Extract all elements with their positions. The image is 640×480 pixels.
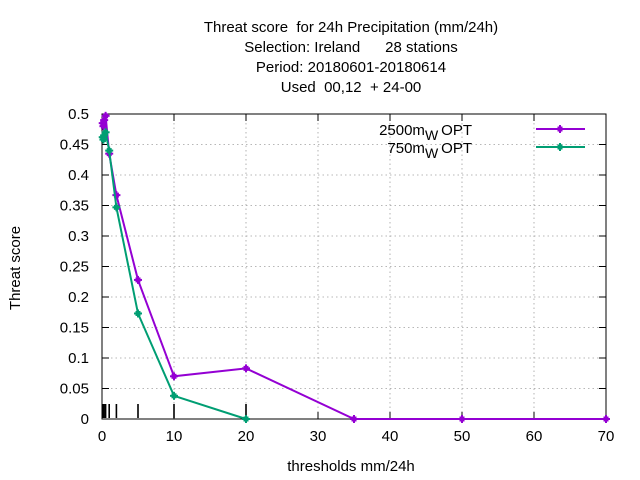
y-tick-label: 0: [81, 411, 89, 428]
x-tick-label: 50: [454, 428, 471, 445]
data-point: [101, 128, 110, 137]
legend-suffix: OPT: [441, 122, 472, 139]
data-point: [170, 391, 178, 400]
title-line: Used 00,12 + 24-00: [281, 79, 422, 96]
legend-suffix: OPT: [441, 140, 472, 157]
y-tick-label: 0.35: [60, 198, 89, 215]
chart-title: Threat score for 24h Precipitation (mm/2…: [204, 19, 498, 96]
legend-label: 2500mW OPT: [379, 122, 472, 143]
x-tick-label: 0: [98, 428, 106, 445]
legend-name: 2500m: [379, 122, 425, 139]
data-point: [242, 415, 250, 423]
data-point: [170, 372, 178, 381]
data-point: [242, 364, 250, 373]
y-tick-label: 0.45: [60, 137, 89, 154]
y-tick-label: 0.15: [60, 320, 89, 337]
x-tick-label: 30: [310, 428, 327, 445]
y-tick-label: 0.25: [60, 259, 89, 276]
x-tick-label: 20: [238, 428, 255, 445]
legend-subscript: W: [425, 127, 439, 143]
axis-ticks: 0 0.05 0.1 0.15 0.2 0.25 0.3 0.35 0.4 0.45 0.5 0 10 2…: [60, 106, 615, 445]
x-tick-label: 40: [382, 428, 399, 445]
threshold-marks: [101, 404, 247, 418]
legend-name: 750m: [387, 140, 425, 157]
y-tick-label: 0.2: [68, 289, 89, 306]
title-line: Selection: Ireland 28 stations: [244, 39, 457, 56]
y-tick-label: 0.1: [68, 350, 89, 367]
x-tick-label: 60: [526, 428, 543, 445]
y-tick-label: 0.5: [68, 106, 89, 123]
data-point: [112, 203, 121, 212]
data-point: [602, 415, 610, 423]
title-line: Period: 20180601-20180614: [256, 59, 446, 76]
x-axis-label: thresholds mm/24h: [287, 458, 415, 475]
title-line: Threat score for 24h Precipitation (mm/2…: [204, 19, 498, 36]
y-tick-label: 0.4: [68, 167, 89, 184]
series-lines: [98, 111, 610, 423]
x-tick-label: 10: [166, 428, 183, 445]
data-point: [112, 191, 121, 200]
series-line-2500m: [101, 115, 606, 420]
data-point: [105, 146, 114, 155]
y-tick-label: 0.05: [60, 381, 89, 398]
data-point: [458, 415, 466, 423]
data-point: [350, 415, 358, 423]
data-point: [134, 309, 142, 318]
legend-subscript: W: [425, 145, 439, 161]
legend-label: 750mW OPT: [387, 140, 472, 161]
data-point: [556, 125, 564, 133]
grid-lines: [102, 114, 606, 419]
data-point: [134, 275, 142, 284]
data-point: [101, 111, 110, 120]
x-tick-label: 70: [598, 428, 615, 445]
y-axis-label: Threat score: [7, 226, 24, 310]
data-point: [556, 143, 564, 151]
y-tick-label: 0.3: [68, 228, 89, 245]
